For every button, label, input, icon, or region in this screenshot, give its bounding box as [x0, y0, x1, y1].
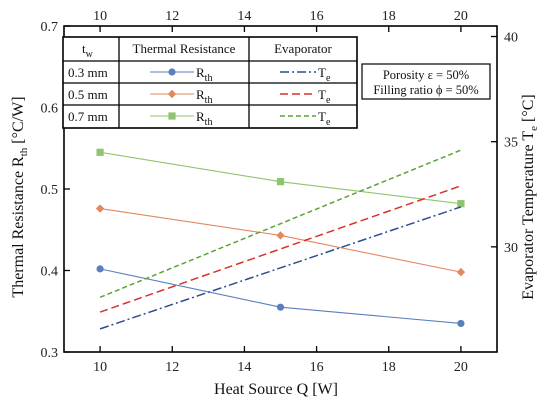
series-layer [95, 148, 466, 330]
x-top-tick-label: 20 [454, 9, 468, 24]
data-point-rth-03 [457, 319, 465, 328]
x-tick-label: 20 [454, 360, 468, 375]
x-tick-label: 14 [237, 360, 251, 375]
x-top-tick-label: 10 [93, 9, 107, 24]
y-left-tick-label: 0.4 [41, 265, 59, 280]
data-point-rth-05 [456, 267, 466, 277]
x-axis-title: Heat Source Q [W] [214, 381, 338, 398]
x-top-tick-label: 18 [382, 9, 396, 24]
legend-te-label: Te [318, 87, 331, 106]
x-top-tick-label: 14 [237, 9, 251, 24]
legend-header-thermal: Thermal Resistance [133, 41, 236, 56]
annotation-filling-ratio: Filling ratio ϕ = 50% [373, 83, 478, 97]
legend-marker-rth-03 [168, 68, 176, 76]
data-point-rth-05 [276, 231, 285, 240]
legend-thickness-label: 0.7 mm [68, 109, 108, 124]
annotation-frame [361, 63, 491, 100]
legend: tw Thermal Resistance Evaporator 0.3 mm … [62, 36, 358, 129]
legend-rth-label: Rth [196, 109, 212, 128]
data-point-rth-07 [457, 200, 465, 208]
legend-header-evaporator: Evaporator [274, 41, 332, 56]
y-left-tick-label: 0.5 [41, 183, 59, 198]
y-left-tick-label: 0.6 [41, 102, 59, 117]
series-line-te-07 [99, 149, 462, 299]
legend-marker-rth-07 [168, 112, 176, 120]
legend-rth-label: Rth [196, 87, 212, 106]
legend-rth-label: Rth [196, 65, 212, 84]
y-left-tick-label: 0.7 [41, 20, 59, 35]
data-point-rth-03 [276, 303, 285, 311]
annotation-box: Porosity ε = 50% Filling ratio ϕ = 50% [361, 63, 491, 100]
series-line-rth-05 [99, 208, 462, 273]
x-tick-label: 12 [165, 360, 179, 375]
y-right-tick-label: 35 [504, 136, 518, 151]
y-left-axis-title: Thermal Resistance Rth [°C/W] [10, 96, 30, 297]
legend-samples [150, 68, 316, 120]
y-right-tick-label: 40 [504, 31, 518, 46]
x-top-tick-label: 16 [310, 9, 324, 24]
legend-te-label: Te [318, 65, 331, 84]
x-tick-label: 10 [93, 360, 107, 375]
series-line-te-03 [99, 206, 462, 330]
legend-thickness-label: 0.5 mm [68, 87, 108, 102]
series-line-rth-03 [99, 268, 461, 325]
series-line-te-05 [99, 185, 462, 313]
series-line-rth-07 [99, 151, 461, 205]
legend-marker-rth-05 [167, 89, 177, 99]
legend-thickness-label: 0.3 mm [68, 65, 108, 80]
annotation-porosity: Porosity ε = 50% [383, 68, 469, 82]
y-right-axis-title: Evaporator Temperature Te [°C] [520, 94, 540, 300]
x-top-tick-label: 12 [165, 9, 179, 24]
x-tick-label: 18 [382, 360, 396, 375]
x-tick-label: 16 [310, 360, 324, 375]
data-point-rth-05 [95, 204, 105, 213]
legend-te-label: Te [318, 109, 331, 128]
axes: 10 12 14 16 18 20 10 12 14 16 18 20 0.3 0.4 0.5 0.6 0.7 3… [41, 9, 519, 375]
y-right-tick-label: 30 [504, 241, 518, 256]
legend-header-tw: tw [82, 41, 94, 60]
data-point-rth-07 [276, 178, 285, 186]
data-point-rth-07 [96, 148, 104, 156]
y-left-tick-label: 0.3 [41, 346, 59, 361]
data-point-rth-03 [96, 265, 104, 273]
